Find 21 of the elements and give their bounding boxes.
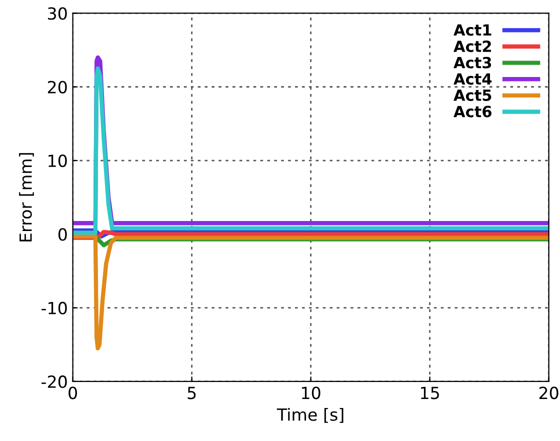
y-axis-title: Error [mm] [19, 153, 34, 242]
y-tick-label: 30 [48, 7, 67, 20]
legend-label: Act4 [454, 73, 492, 85]
line-series [72, 234, 549, 350]
y-tick-label: -10 [42, 302, 67, 314]
legend-label: Act6 [454, 106, 492, 118]
legend-label: Act5 [454, 90, 492, 102]
y-tick-label: 0 [58, 228, 67, 241]
x-axis-title: Time [s] [276, 408, 344, 423]
line-series [72, 230, 549, 241]
y-tick-label: -20 [42, 375, 67, 388]
legend-label: Act1 [454, 24, 492, 36]
x-tick-label: 0 [68, 386, 77, 400]
legend-label: Act3 [454, 56, 492, 68]
x-tick-label: 5 [188, 386, 196, 400]
x-tick-label: 10 [302, 386, 320, 400]
y-tick-label: 20 [48, 80, 67, 94]
legend-label: Act2 [454, 40, 491, 52]
y-tick-label: 10 [48, 154, 67, 168]
x-tick-label: 20 [539, 386, 558, 400]
x-tick-label: 15 [421, 386, 439, 400]
